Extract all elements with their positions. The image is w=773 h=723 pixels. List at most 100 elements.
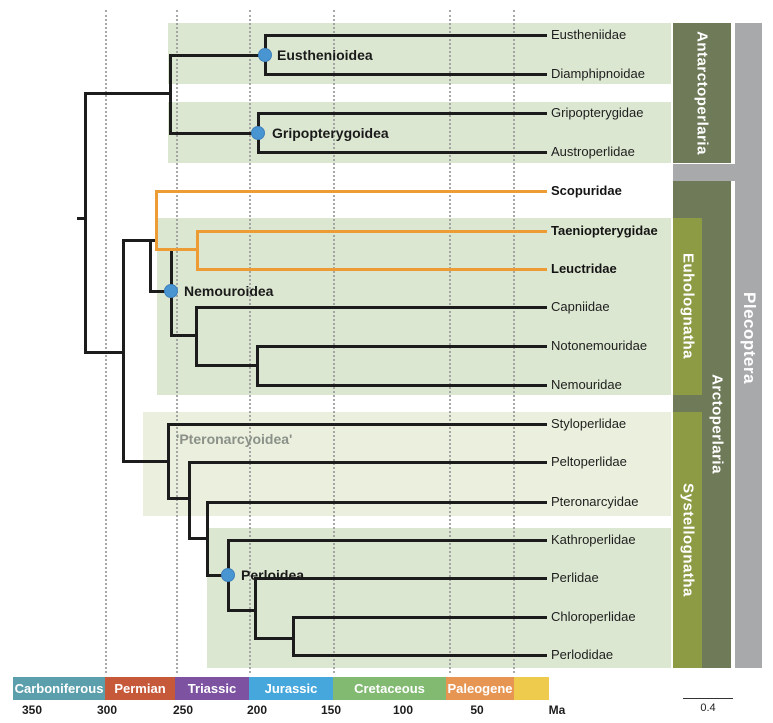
branch bbox=[194, 305, 547, 309]
highlighted-branch bbox=[195, 267, 547, 271]
branch bbox=[291, 615, 295, 657]
tip-label: Peltoperlidae bbox=[551, 454, 627, 469]
branch bbox=[291, 615, 547, 619]
branch bbox=[187, 536, 209, 540]
clade-label: Gripopterygoidea bbox=[272, 125, 389, 141]
branch bbox=[187, 460, 547, 464]
group-bar-label: Plecoptera bbox=[740, 292, 759, 384]
period-boundary-gridline bbox=[105, 10, 107, 673]
branch bbox=[253, 636, 295, 640]
timescale-period-permian: Permian bbox=[105, 677, 175, 700]
group-bar-label: Antarctoperlaria bbox=[693, 31, 711, 155]
branch bbox=[83, 350, 125, 354]
tip-label: Taeniopterygidae bbox=[551, 223, 658, 238]
tip-label: Pteronarcyidae bbox=[551, 494, 639, 509]
branch bbox=[255, 344, 547, 348]
axis-tick-label: 50 bbox=[470, 703, 484, 717]
group-bar-label: Systellognatha bbox=[679, 483, 697, 597]
branch-length-scalebar bbox=[683, 698, 733, 699]
branch bbox=[226, 538, 547, 542]
tip-label: Leuctridae bbox=[551, 261, 617, 276]
axis-tick-label: 150 bbox=[320, 703, 342, 717]
branch bbox=[187, 460, 191, 540]
branch bbox=[205, 573, 230, 577]
period-boundary-gridline bbox=[333, 10, 335, 673]
group-bar-label: Euholognatha bbox=[679, 253, 697, 359]
euholognatha-bar bbox=[673, 218, 702, 395]
branch bbox=[121, 238, 125, 463]
tip-label: Perlidae bbox=[551, 570, 599, 585]
node-support-dot bbox=[164, 284, 178, 298]
period-boundary-gridline bbox=[249, 10, 251, 673]
highlighted-branch bbox=[195, 229, 547, 233]
highlighted-branch bbox=[154, 189, 158, 251]
tip-label: Notonemouridae bbox=[551, 338, 648, 353]
node-support-dot bbox=[251, 126, 265, 140]
axis-unit-label: Ma bbox=[548, 703, 566, 717]
branch bbox=[263, 33, 547, 37]
highlighted-branch bbox=[154, 247, 199, 251]
branch bbox=[256, 111, 547, 115]
tip-label: Gripopterygidae bbox=[551, 105, 644, 120]
group-bar-label: Arctoperlaria bbox=[708, 374, 726, 474]
branch bbox=[168, 131, 260, 135]
branch bbox=[256, 150, 547, 154]
branch bbox=[166, 422, 547, 426]
branch bbox=[253, 576, 257, 640]
axis-tick-label: 200 bbox=[246, 703, 268, 717]
branch bbox=[194, 305, 198, 367]
branch bbox=[263, 72, 547, 76]
tip-label: Eustheniidae bbox=[551, 27, 627, 42]
clade-label: Eusthenioidea bbox=[277, 47, 373, 63]
branch bbox=[255, 344, 259, 387]
highlighted-branch bbox=[154, 189, 547, 193]
branch bbox=[83, 91, 172, 95]
period-boundary-gridline bbox=[176, 10, 178, 673]
branch bbox=[253, 576, 547, 580]
clade-block bbox=[207, 528, 671, 668]
branch bbox=[121, 238, 158, 242]
period-boundary-gridline bbox=[449, 10, 451, 673]
branch bbox=[148, 238, 152, 293]
timescale-period-paleogene: Paleogene bbox=[446, 677, 514, 700]
branch bbox=[148, 289, 173, 293]
branch bbox=[205, 500, 547, 504]
timescale-period-carboniferous: Carboniferous bbox=[13, 677, 105, 700]
timescale-period-neogene bbox=[514, 677, 549, 700]
branch bbox=[194, 363, 259, 367]
highlighted-branch bbox=[195, 229, 199, 271]
branch bbox=[169, 333, 198, 337]
tip-label: Diamphipnoidae bbox=[551, 66, 645, 81]
branch bbox=[121, 459, 170, 463]
timescale-period-triassic: Triassic bbox=[175, 677, 249, 700]
branch bbox=[83, 91, 87, 354]
clade-label: Perloidea bbox=[241, 567, 305, 583]
node-support-dot bbox=[258, 48, 272, 62]
clade-block bbox=[143, 412, 671, 516]
branch bbox=[166, 422, 170, 500]
tip-label: Styloperlidae bbox=[551, 416, 627, 431]
timescale-period-jurassic: Jurassic bbox=[249, 677, 333, 700]
clade-label: Nemouroidea bbox=[184, 283, 274, 299]
scalebar-label: 0.4 bbox=[700, 702, 716, 714]
tip-label: Chloroperlidae bbox=[551, 609, 636, 624]
branch bbox=[205, 500, 209, 577]
node-support-dot bbox=[221, 568, 235, 582]
branch bbox=[168, 53, 267, 57]
timescale-period-cretaceous: Cretaceous bbox=[333, 677, 446, 700]
axis-tick-label: 300 bbox=[96, 703, 118, 717]
plecoptera-bar bbox=[735, 23, 762, 668]
axis-tick-label: 100 bbox=[392, 703, 414, 717]
tip-label: Nemouridae bbox=[551, 377, 622, 392]
tip-label: Scopuridae bbox=[551, 183, 622, 198]
clade-label: 'Pteronarcyoidea' bbox=[176, 431, 293, 447]
tip-label: Austroperlidae bbox=[551, 144, 635, 159]
branch bbox=[291, 653, 547, 657]
tip-label: Kathroperlidae bbox=[551, 532, 636, 547]
tip-label: Perlodidae bbox=[551, 647, 614, 662]
branch bbox=[226, 608, 257, 612]
branch bbox=[166, 496, 191, 500]
antarctoperlaria-bar bbox=[673, 23, 731, 163]
axis-tick-label: 350 bbox=[21, 703, 43, 717]
